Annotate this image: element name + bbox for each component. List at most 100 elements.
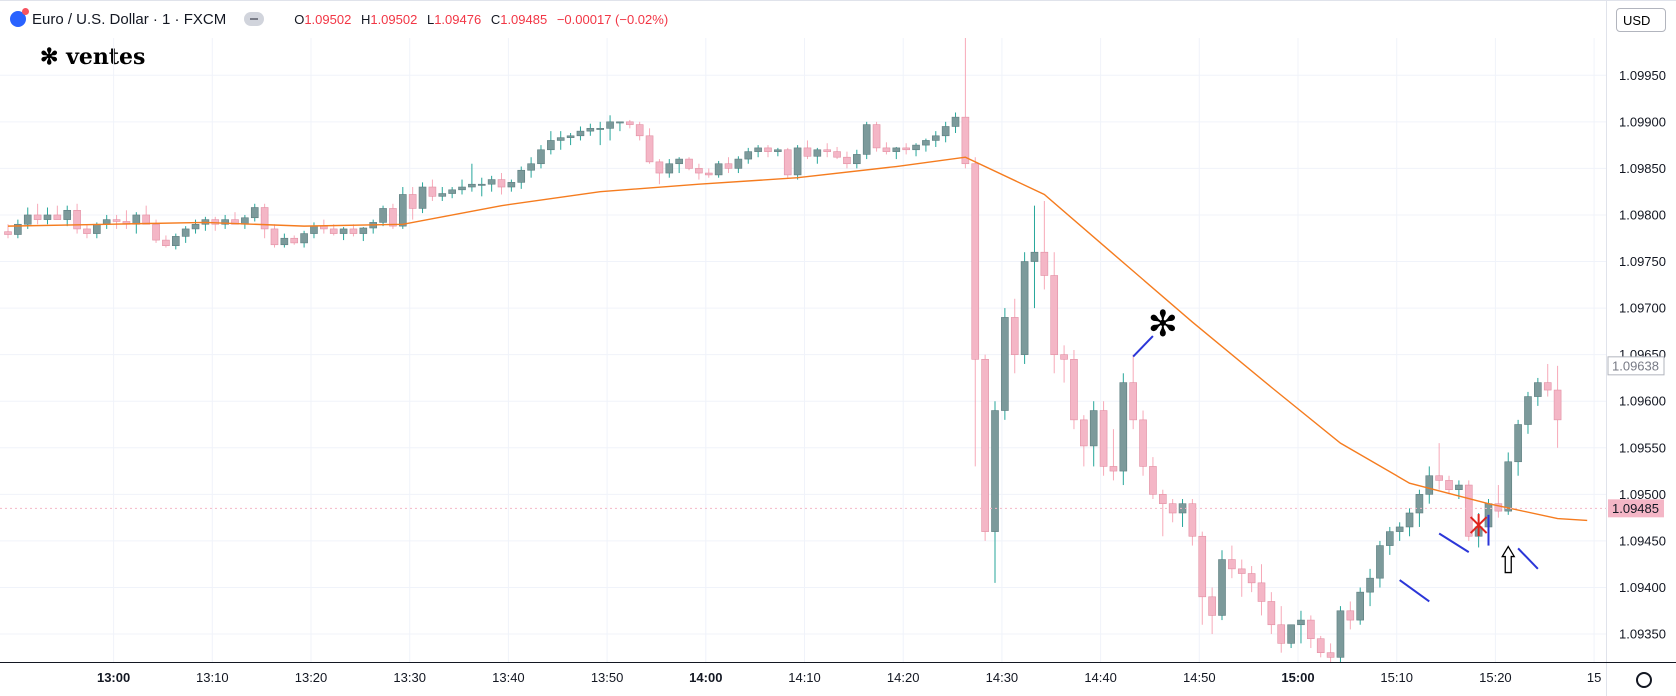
- x-tick-label: 14:30: [986, 670, 1019, 685]
- candle-down: [211, 219, 220, 225]
- candle-up: [43, 214, 52, 220]
- candle-down: [152, 223, 160, 241]
- candle-down: [270, 228, 279, 246]
- candle-up: [171, 236, 180, 246]
- candle-down: [53, 214, 62, 220]
- x-tick-label: 13:30: [393, 670, 426, 685]
- candle-up: [448, 189, 456, 194]
- candle-up: [1425, 475, 1434, 495]
- candle-up: [468, 183, 476, 188]
- candle-down: [1316, 638, 1325, 653]
- candle-down: [1277, 624, 1286, 644]
- candle-down: [33, 214, 42, 220]
- x-tick-label: 15:20: [1479, 670, 1512, 685]
- candle-up: [1405, 512, 1414, 528]
- candle-down: [1494, 503, 1503, 512]
- annotation-title: ✻ ventes: [40, 44, 145, 70]
- candle-down: [1158, 494, 1167, 504]
- candle-down: [626, 121, 634, 125]
- candle-up: [754, 147, 762, 152]
- candle-down: [1198, 535, 1207, 598]
- candle-up: [1119, 382, 1128, 472]
- candle-up: [1455, 484, 1463, 491]
- candle-up: [221, 219, 229, 225]
- candle-down: [1188, 503, 1197, 537]
- candle-down: [823, 149, 832, 152]
- x-tick-label: 15:00: [1281, 670, 1314, 685]
- candle-down: [1099, 410, 1108, 467]
- annotation-arrow-up-icon: [1501, 545, 1516, 574]
- x-tick-label: 13:20: [295, 670, 328, 685]
- candle-down: [843, 156, 851, 165]
- candle-down: [1257, 582, 1266, 602]
- open-label: O: [294, 11, 305, 27]
- candle-up: [576, 130, 585, 137]
- candle-up: [339, 228, 348, 234]
- y-tick-label: 1.09750: [1619, 254, 1666, 269]
- candle-down: [1553, 389, 1562, 421]
- candle-down: [1109, 466, 1118, 472]
- annotation-title-text: ventes: [66, 44, 146, 70]
- candle-up: [398, 194, 407, 227]
- candle-down: [1307, 619, 1315, 640]
- last-price-label: 1.09485: [1612, 501, 1659, 516]
- candle-down: [408, 194, 417, 209]
- y-tick-label: 1.09450: [1619, 533, 1666, 548]
- candle-down: [1139, 419, 1147, 467]
- candle-up: [1415, 494, 1424, 514]
- candle-down: [1228, 559, 1236, 570]
- candle-down: [1247, 573, 1256, 584]
- candle-down: [635, 124, 644, 137]
- candle-up: [23, 214, 32, 225]
- low-value: 1.09476: [434, 11, 482, 27]
- currency-select[interactable]: USD: [1616, 8, 1666, 32]
- x-tick-label: 14:50: [1183, 670, 1216, 685]
- candle-up: [931, 135, 940, 141]
- asterisk-icon: ✻: [40, 44, 59, 70]
- open-value: 1.09502: [304, 11, 352, 27]
- y-tick-label: 1.09700: [1619, 301, 1666, 316]
- candle-up: [280, 237, 289, 246]
- close-value: 1.09485: [500, 11, 548, 27]
- x-tick-label: 14:00: [689, 670, 722, 685]
- candle-down: [389, 208, 397, 227]
- candle-down: [981, 359, 989, 532]
- candle-up: [1514, 424, 1522, 463]
- symbol-title[interactable]: Euro / U.S. Dollar · 1 · FXCM: [32, 10, 227, 28]
- annotation-segment: [1517, 547, 1539, 570]
- candle-down: [1543, 382, 1552, 391]
- candle-up: [616, 121, 624, 124]
- visibility-toggle-icon[interactable]: [244, 12, 265, 26]
- x-tick-label: 14:20: [887, 670, 920, 685]
- candle-up: [813, 149, 822, 157]
- candle-down: [260, 207, 269, 230]
- candle-down: [704, 172, 713, 176]
- candle-down: [1010, 317, 1019, 355]
- candle-up: [1020, 261, 1029, 355]
- y-tick-label: 1.09850: [1619, 161, 1666, 176]
- ohlc-values: O1.09502 H1.09502 L1.09476 C1.09485 −0.0…: [288, 12, 668, 27]
- candle-up: [744, 151, 753, 160]
- candle-up: [862, 124, 871, 155]
- candle-down: [349, 228, 358, 234]
- candle-up: [517, 169, 526, 183]
- y-tick-label: 1.09400: [1619, 580, 1666, 595]
- candle-up: [507, 182, 516, 188]
- candle-down: [645, 135, 654, 163]
- candle-down: [73, 209, 81, 230]
- candle-down: [961, 116, 970, 165]
- candle-down: [1040, 251, 1049, 276]
- candle-down: [290, 237, 299, 244]
- x-tick-label: 13:40: [492, 670, 525, 685]
- candle-up: [1386, 531, 1394, 546]
- settings-gear-icon[interactable]: [1636, 672, 1652, 688]
- candle-down: [1070, 359, 1078, 421]
- candle-down: [1464, 484, 1473, 537]
- candle-up: [892, 147, 901, 152]
- candle-down: [655, 161, 664, 174]
- candle-up: [922, 140, 930, 146]
- candle-up: [547, 140, 555, 151]
- candle-down: [724, 163, 733, 169]
- candle-down: [1237, 568, 1246, 574]
